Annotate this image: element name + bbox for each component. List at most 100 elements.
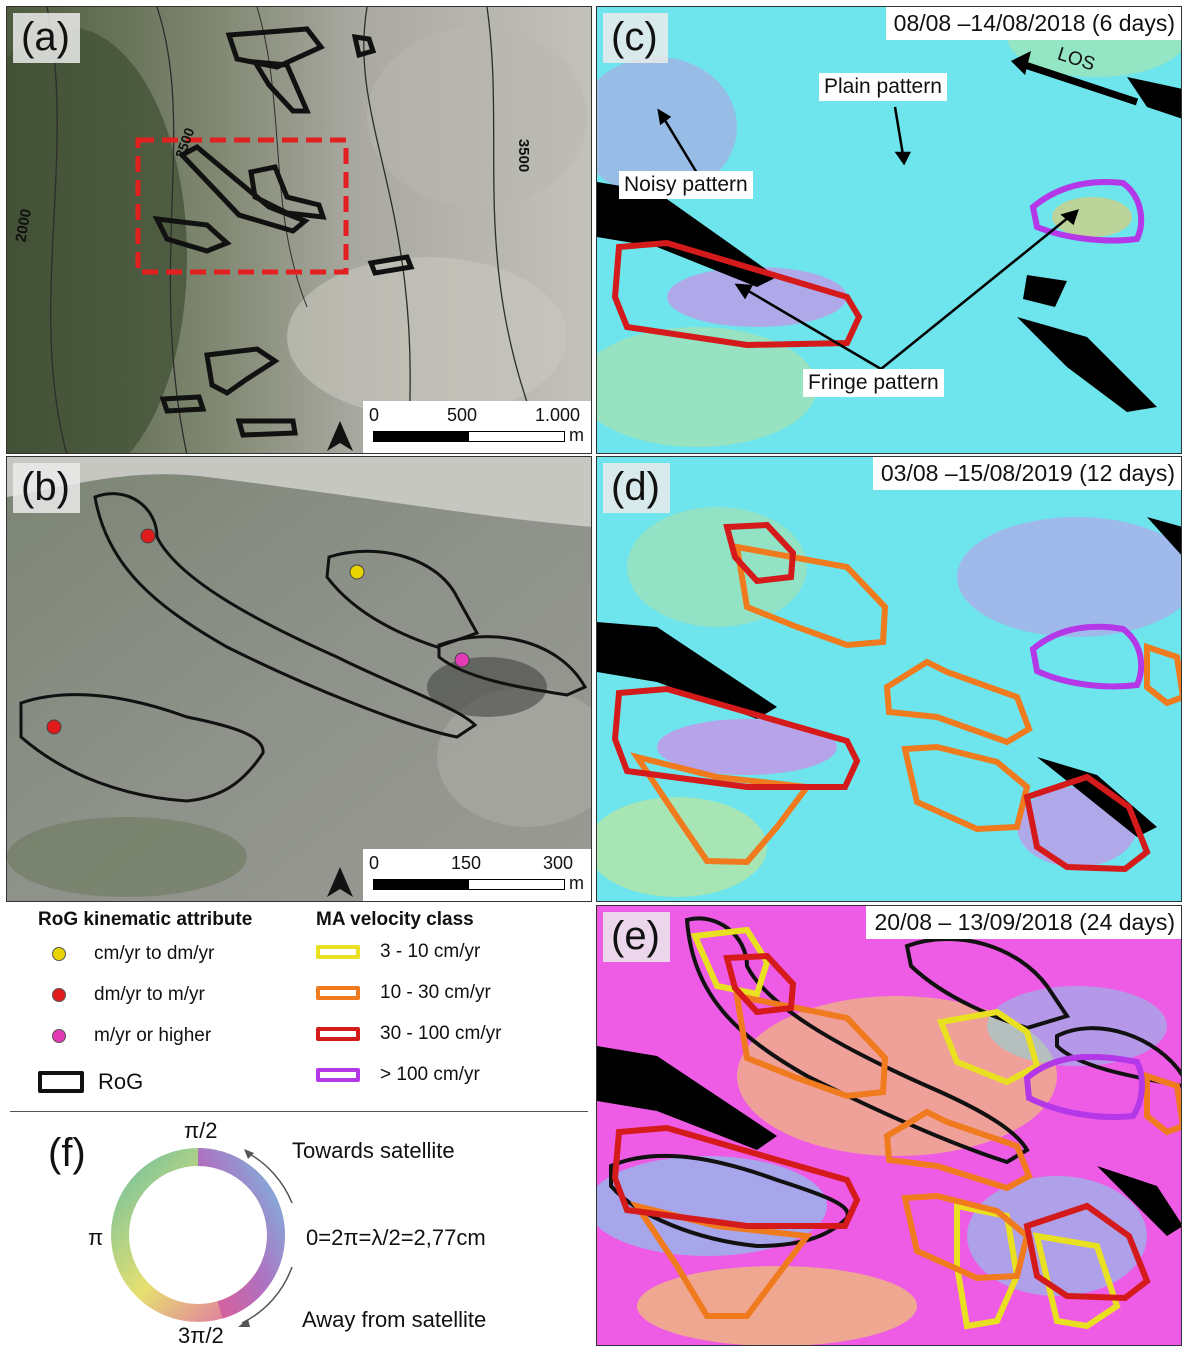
panel-e-interferogram: (e) 20/08 – 13/09/2018 (24 days) [596,905,1182,1346]
panel-letter-b: (b) [13,463,80,513]
phase-label-left: π [88,1225,104,1250]
rotation-arrow-icon [247,1152,293,1204]
ma-outline-purple [1029,179,1145,244]
ma-legend-item: > 100 cm/yr [316,1064,480,1086]
scale-tick: 0 [369,853,380,873]
legend-swatch [316,945,360,959]
ma-legend-item: 3 - 10 cm/yr [316,941,480,963]
scale-unit: m [569,873,584,893]
legend-dot [52,947,66,961]
scale-tick: 300 [543,853,574,873]
rog-legend-item: m/yr or higher [52,1025,211,1047]
rog-outline-legend: RoG [38,1069,143,1095]
phase-label-right: 0=2π=λ/2=2,77cm [306,1225,486,1250]
panel-b-map: (b) 0 150 300 m [6,456,592,902]
scale-tick: 150 [451,853,482,873]
orthophoto-b [7,457,591,901]
no-data-mask [1037,757,1157,837]
ma-outline-purple [1029,623,1145,690]
no-data-mask [1017,317,1157,412]
rog-legend-item: dm/yr to m/yr [52,984,205,1006]
ma-outlines-yellow [690,926,1121,1330]
rog-legend-title: RoG kinematic attribute [38,909,253,930]
ma-legend-item: 30 - 100 cm/yr [316,1023,501,1045]
scale-tick: 0 [369,405,380,425]
acquisition-dates: 03/08 –15/08/2019 (12 days) [872,457,1181,490]
contour-label: 3500 [515,138,533,173]
orthophoto-a [7,7,591,453]
rog-outlines-a [152,26,415,438]
contour-line [46,7,68,453]
ma-legend-item: 10 - 30 cm/yr [316,982,491,1004]
panel-letter-a: (a) [13,13,80,63]
legend-swatch [38,1071,84,1093]
legend-dot [52,1029,66,1043]
no-data-mask [1097,1166,1181,1236]
ma-outlines-orange [630,543,1181,866]
scale-bar-b: 0 150 300 m [363,849,591,901]
legend-swatch [316,986,360,1000]
panel-letter-f: (f) [48,1131,86,1175]
rog-outlines-b [19,492,588,803]
annotation-arrows [657,106,1079,371]
panel-c-interferogram: (c) 08/08 –14/08/2018 (6 days) LOS Plain… [596,6,1182,454]
panel-a-map: (a) 2500 3500 2000 0 500 1.000 m [6,6,592,454]
phase-label-top: π/2 [184,1118,218,1143]
legend-swatch [316,1068,360,1082]
legend-divider [10,1111,588,1112]
legend-dot [52,988,66,1002]
no-data-mask [597,622,777,719]
scale-tick: 1.000 [535,405,581,425]
scale-tick: 500 [447,405,478,425]
phase-color-wheel [111,1148,293,1327]
ma-outline-red [611,239,863,349]
ma-outline-purple [1023,1053,1145,1121]
north-arrow-icon [327,867,353,897]
los-arrow-icon [1011,51,1139,106]
scale-bar-graphic [373,879,565,890]
legend-item-label: m/yr or higher [94,1025,212,1046]
rog-point-magenta [454,652,470,668]
contour-line [256,7,308,308]
contour-line [156,7,188,453]
ma-outlines-red [611,952,1151,1302]
panel-letter-d: (d) [603,463,670,513]
annotation-noisy-pattern: Noisy pattern [619,171,753,199]
annotation-fringe-pattern: Fringe pattern [803,369,944,397]
legend-item-label: 3 - 10 cm/yr [380,941,481,962]
wrapped-phase-d [597,457,1181,901]
acquisition-dates: 20/08 – 13/09/2018 (24 days) [866,906,1181,939]
scale-bar-a: 0 500 1.000 m [363,401,591,453]
no-data-mask [597,1046,777,1150]
away-from-satellite-label: Away from satellite [302,1307,487,1332]
rog-point-red [140,528,156,544]
phase-label-bottom: 3π/2 [178,1323,224,1348]
no-data-mask [1023,275,1067,307]
legend-item-label: 30 - 100 cm/yr [380,1023,502,1044]
no-data-mask [1127,77,1181,119]
legend-item-label: 10 - 30 cm/yr [380,982,491,1003]
scale-unit: m [569,425,584,445]
legend-item-label: cm/yr to dm/yr [94,943,215,964]
inset-extent-box [135,137,349,275]
rog-point-yellow [349,564,365,580]
rog-point-red [46,719,62,735]
panel-letter-c: (c) [603,13,668,63]
rotation-arrow-icon [241,1266,293,1324]
legend-panel: RoG kinematic attribute cm/yr to dm/yr d… [0,905,592,1352]
ma-legend-title: MA velocity class [316,909,474,930]
north-arrow-icon [327,421,353,451]
scale-bar-graphic [373,431,565,442]
annotation-plain-pattern: Plain pattern [819,73,947,101]
rog-legend-item: cm/yr to dm/yr [52,943,214,965]
contour-line [486,7,547,453]
panel-d-interferogram: (d) 03/08 –15/08/2019 (12 days) [596,456,1182,902]
legend-item-label: RoG [98,1069,144,1094]
legend-item-label: dm/yr to m/yr [94,984,205,1005]
panel-letter-e: (e) [603,912,670,962]
legend-item-label: > 100 cm/yr [380,1064,480,1085]
wrapped-phase-e [597,906,1181,1345]
ma-outlines-red [611,521,1151,873]
acquisition-dates: 08/08 –14/08/2018 (6 days) [885,7,1181,40]
towards-satellite-label: Towards satellite [292,1138,455,1163]
